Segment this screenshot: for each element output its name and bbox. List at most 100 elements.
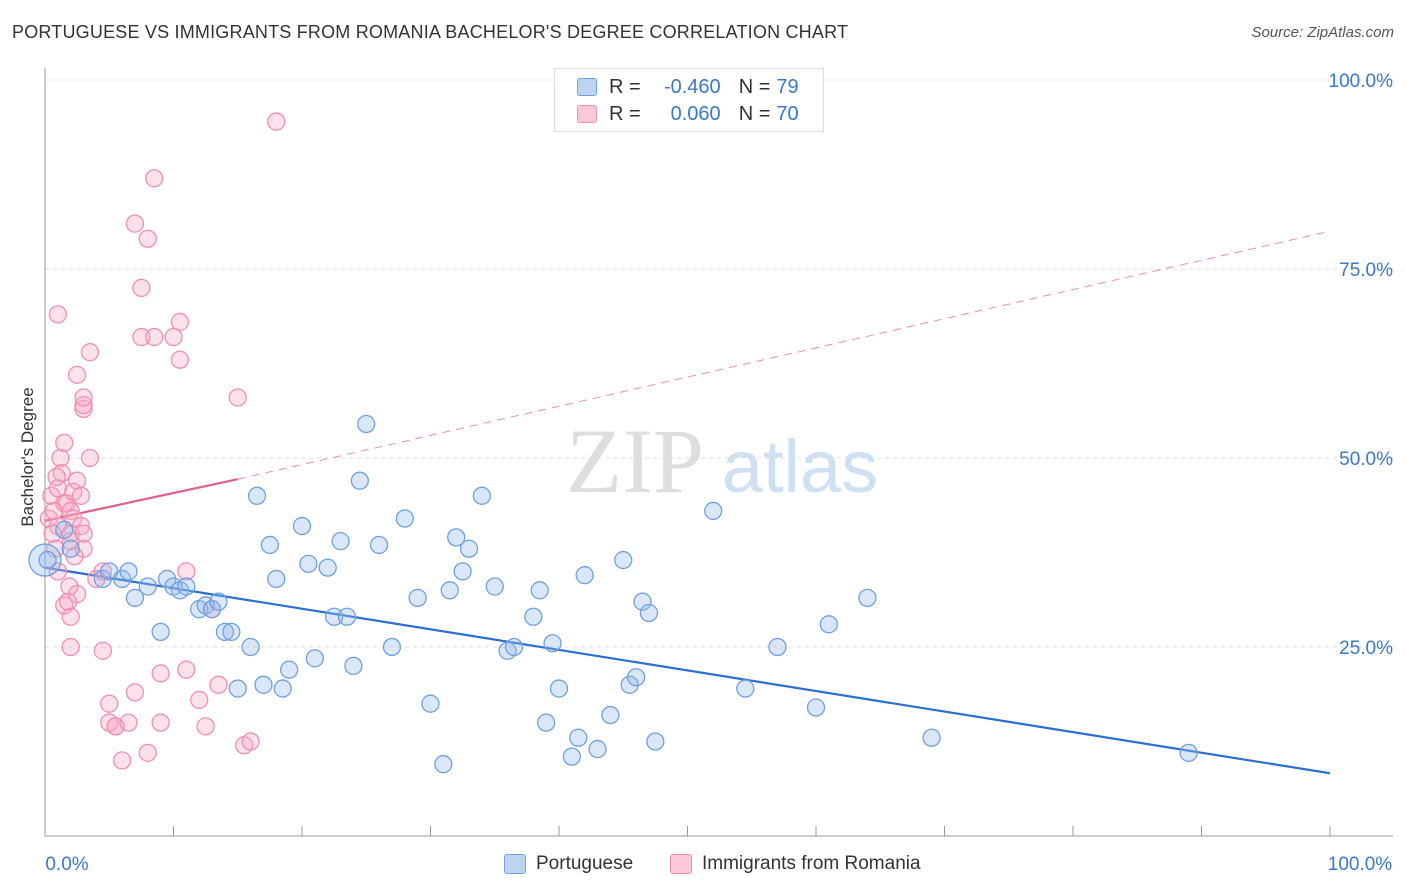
n-label: N = (738, 75, 771, 98)
y-tick-label-50: 50.0% (1339, 449, 1393, 470)
source-label: Source: ZipAtlas.com (1251, 24, 1394, 41)
portuguese-point-40 (395, 509, 414, 528)
portuguese-point-16 (202, 600, 222, 619)
portuguese-point-20 (228, 679, 247, 698)
romania-point-44 (145, 327, 164, 347)
portuguese-point-72 (819, 615, 838, 634)
portuguese-point-26 (273, 679, 292, 698)
romania-point-35 (112, 751, 132, 770)
portuguese-point-9 (151, 622, 170, 642)
portuguese-point-2 (61, 539, 80, 558)
romania-point-39 (132, 278, 151, 298)
y-tick-label-25: 25.0% (1339, 638, 1393, 659)
portuguese-point-49 (485, 577, 504, 596)
portuguese-point-34 (337, 607, 357, 626)
portuguese-point-29 (299, 554, 318, 573)
r-label: R = (609, 102, 641, 125)
portuguese-point-38 (369, 535, 389, 555)
portuguese-legend-label: Portuguese (536, 853, 634, 874)
portuguese-point-13 (177, 577, 196, 596)
portuguese-point-8 (138, 577, 157, 596)
romania-point-65 (44, 501, 64, 521)
n-label: N = (738, 102, 771, 125)
romania-point-41 (138, 743, 157, 762)
portuguese-point-6 (119, 562, 138, 581)
romania-point-17 (74, 524, 93, 543)
portuguese-point-66 (639, 603, 659, 623)
portuguese-point-33 (331, 532, 350, 551)
portuguese-point-52 (524, 607, 543, 626)
r-label: R = (609, 75, 641, 98)
romania-point-64 (43, 524, 62, 543)
gridlines (45, 79, 1393, 648)
portuguese-point-7 (125, 588, 145, 608)
romania-point-30 (93, 641, 112, 660)
portuguese-point-61 (601, 705, 620, 725)
portuguese-point-39 (382, 637, 402, 657)
romania-point-14 (67, 471, 87, 490)
portuguese-point-31 (318, 558, 337, 577)
bottom-legend-romania[interactable]: Immigrants from Romania (670, 852, 921, 876)
portuguese-trendline (44, 566, 1331, 775)
portuguese-point-32 (324, 607, 344, 626)
romania-point-46 (151, 713, 170, 732)
portuguese-point-45 (447, 528, 466, 547)
portuguese-point-37 (357, 414, 376, 434)
portuguese-points (28, 414, 1198, 774)
portuguese-point-75 (1179, 743, 1198, 762)
portuguese-point-46 (453, 562, 472, 581)
romania-point-42 (138, 229, 157, 248)
romania-point-52 (190, 690, 209, 710)
romania-point-20 (61, 607, 80, 626)
portuguese-point-24 (260, 535, 280, 555)
portuguese-point-23 (254, 675, 273, 694)
portuguese-point-5 (112, 569, 132, 589)
romania-point-66 (47, 467, 66, 487)
romania-swatch (577, 105, 597, 123)
romania-point-26 (80, 343, 100, 362)
portuguese-legend-swatch (504, 854, 526, 874)
romania-point-36 (119, 713, 138, 732)
romania-point-58 (241, 732, 260, 751)
x-tick-label-100: 100.0% (1328, 854, 1393, 875)
portuguese-point-48 (472, 486, 492, 505)
portuguese-n-value: 79 (776, 75, 799, 98)
romania-n-value: 70 (776, 102, 799, 125)
portuguese-point-59 (575, 566, 594, 585)
romania-points (39, 112, 286, 770)
romania-point-29 (93, 562, 112, 581)
romania-point-32 (100, 694, 119, 713)
portuguese-point-28 (292, 516, 312, 536)
portuguese-point-44 (440, 581, 459, 600)
portuguese-point-3 (93, 569, 112, 589)
portuguese-point-55 (543, 634, 562, 653)
romania-point-24 (74, 395, 93, 415)
bottom-legend-portuguese[interactable]: Portuguese (504, 852, 633, 876)
portuguese-point-68 (704, 501, 723, 521)
romania-point-60 (48, 305, 67, 324)
romania-point-48 (170, 312, 190, 332)
romania-point-8 (55, 433, 74, 453)
portuguese-point-67 (646, 732, 665, 751)
romania-point-25 (74, 388, 93, 407)
romania-point-45 (151, 664, 170, 683)
romania-point-27 (80, 448, 100, 468)
romania-point-21 (67, 584, 87, 604)
portuguese-point-62 (614, 550, 633, 570)
portuguese-point-74 (922, 728, 941, 747)
portuguese-point-53 (530, 581, 549, 600)
romania-point-38 (125, 214, 145, 233)
romania-point-22 (67, 365, 87, 384)
romania-point-40 (132, 327, 151, 347)
portuguese-point-47 (459, 539, 479, 558)
romania-point-50 (177, 660, 196, 679)
trend-lines (44, 230, 1331, 775)
romania-trendline-extended (237, 230, 1331, 480)
portuguese-point-58 (569, 728, 588, 747)
y-tick-label-75: 75.0% (1339, 260, 1393, 281)
romania-legend-label: Immigrants from Romania (702, 853, 921, 874)
portuguese-point-30 (305, 649, 325, 668)
portuguese-point-27 (279, 660, 299, 679)
portuguese-point-1 (55, 520, 74, 539)
